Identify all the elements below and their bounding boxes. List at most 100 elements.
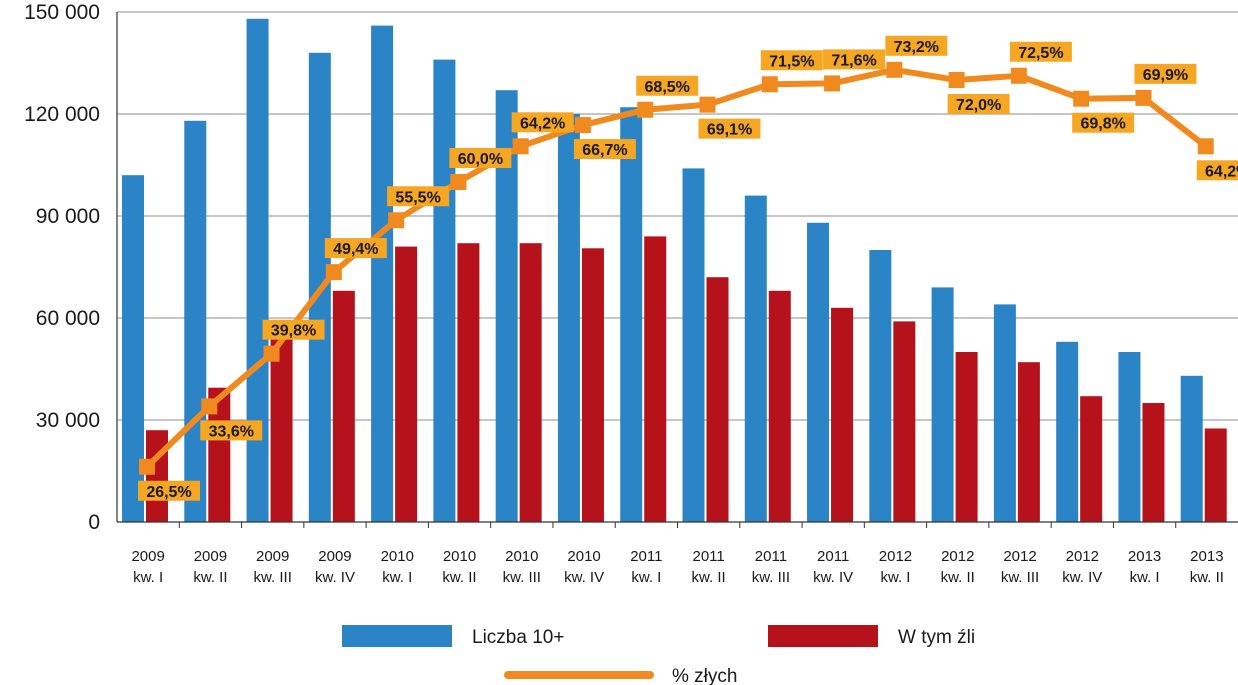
legend-swatch-w-tym-zli (768, 625, 878, 647)
percent-label-box (324, 238, 387, 259)
x-axis-tick-labels: 2009 kw. I 2009 kw. II 2009 kw. III 2009 kw. IV… (131, 548, 1224, 586)
x-tick-quarter: kw. III (752, 569, 790, 586)
bars (122, 18, 1227, 523)
x-tick-quarter: kw. I (382, 569, 412, 586)
percent-label-box (200, 420, 263, 441)
percent-label: 26,5% (146, 484, 191, 501)
bar-w-tym-zli (332, 290, 355, 522)
percent-marker (1197, 138, 1214, 155)
x-tick-quarter: kw. I (880, 569, 910, 586)
x-tick-year: 2013 (1128, 548, 1161, 565)
percent-label: 71,5% (769, 53, 814, 70)
bar-w-tym-zli (1204, 428, 1227, 522)
percent-marker (450, 174, 467, 190)
x-tick-year: 2010 (567, 548, 600, 565)
bar-liczba (682, 168, 705, 522)
x-tick-year: 2010 (443, 548, 476, 565)
y-tick-label: 0 (88, 511, 100, 534)
percent-marker (1073, 90, 1090, 107)
bar-w-tym-zli (457, 243, 480, 522)
percent-label: 66,7% (582, 142, 627, 159)
percent-marker (948, 72, 965, 88)
bar-liczba (557, 114, 580, 522)
percent-marker (201, 398, 218, 415)
percent-marker (1135, 89, 1152, 106)
x-tick-quarter: kw. I (1130, 569, 1160, 586)
percent-marker (824, 75, 841, 92)
bar-liczba (869, 250, 892, 522)
x-tick-quarter: kw. II (193, 569, 227, 586)
percent-marker (388, 212, 405, 229)
x-tick-year: 2009 (318, 548, 351, 565)
y-tick-label: 30 000 (36, 409, 100, 432)
bar-w-tym-zli (955, 352, 978, 522)
percent-label: 33,6% (209, 423, 254, 440)
percent-label-box (636, 75, 699, 96)
percent-label: 68,5% (645, 79, 690, 96)
bar-w-tym-zli (581, 248, 604, 523)
y-tick-label: 120 000 (24, 103, 100, 126)
x-tick-quarter: kw. III (254, 569, 292, 586)
x-tick-year: 2011 (693, 548, 725, 565)
percent-label: 64,2% (520, 115, 565, 132)
bar-liczba (371, 25, 394, 522)
bar-liczba (1118, 352, 1141, 522)
bar-w-tym-zli (1080, 396, 1103, 522)
percent-marker (637, 101, 654, 118)
x-tick-year: 2012 (941, 548, 974, 565)
x-tick-quarter: kw. IV (1062, 569, 1102, 586)
percent-label: 55,5% (395, 189, 440, 206)
bar-w-tym-zli (519, 243, 542, 522)
legend-swatch-liczba (342, 625, 452, 647)
legend: Liczba 10+ W tym źli % złych (342, 625, 975, 685)
x-tick-year: 2012 (1066, 548, 1099, 565)
bar-w-tym-zli (1017, 362, 1040, 522)
x-tick-year: 2012 (879, 548, 912, 565)
bar-liczba (433, 59, 456, 522)
percent-label-box (449, 148, 512, 168)
x-tick-year: 2010 (381, 548, 414, 565)
percent-marker (886, 61, 903, 78)
x-tick-quarter: kw. II (692, 569, 726, 586)
x-tick-quarter: kw. IV (315, 569, 355, 586)
percent-label-box (885, 35, 948, 56)
percent-label-box (947, 94, 1010, 114)
legend-label-pct: % złych (672, 666, 737, 685)
percent-label-box (573, 139, 636, 160)
x-tick-quarter: kw. III (1001, 569, 1039, 586)
percent-label: 69,8% (1080, 116, 1125, 133)
percent-label: 73,2% (894, 39, 939, 56)
x-tick-quarter: kw. I (133, 569, 163, 586)
percent-label: 64,2% (1205, 163, 1238, 180)
bar-liczba (807, 222, 830, 523)
percent-label-box (1196, 160, 1238, 181)
x-tick-quarter: kw. II (1190, 569, 1224, 586)
x-tick-year: 2010 (505, 548, 538, 565)
bar-liczba (122, 175, 144, 522)
percent-marker (139, 458, 155, 475)
y-tick-label: 90 000 (36, 205, 100, 228)
percent-label-box (138, 480, 200, 501)
x-tick-year: 2011 (630, 548, 662, 565)
percent-marker (761, 76, 778, 93)
axes (116, 12, 1238, 528)
bar-liczba (246, 18, 269, 523)
x-tick-quarter: kw. II (442, 569, 476, 586)
percent-label: 72,5% (1018, 45, 1063, 62)
x-tick-quarter: kw. III (503, 569, 541, 586)
y-tick-label: 60 000 (36, 307, 100, 330)
percent-label: 69,9% (1143, 67, 1188, 84)
bar-w-tym-zli (270, 321, 293, 522)
bar-liczba (1180, 375, 1203, 522)
percent-label: 60,0% (458, 151, 503, 168)
percent-label: 72,0% (956, 97, 1001, 114)
gridlines (117, 11, 1238, 421)
bar-w-tym-zli (831, 307, 854, 522)
legend-label-w-tym-zli: W tym źli (898, 627, 975, 648)
percent-marker (699, 96, 716, 113)
x-tick-year: 2009 (194, 548, 227, 565)
bar-liczba (495, 90, 518, 522)
bar-liczba (744, 195, 767, 522)
percent-label-box (387, 186, 450, 207)
